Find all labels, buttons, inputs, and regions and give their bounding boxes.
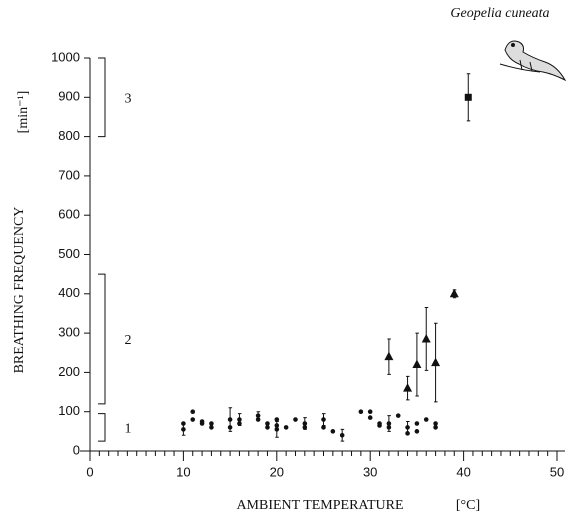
point [421,333,431,343]
point [405,425,410,430]
y-axis-label: BREATHING FREQUENCY [12,207,27,374]
y-tick-label: 0 [73,442,80,457]
point [358,409,364,415]
x-tick-label: 40 [456,464,470,479]
y-axis-unit: [min⁻¹] [16,91,31,134]
y-tick-label: 100 [58,403,80,418]
y-tick-label: 300 [58,325,80,340]
point [209,425,214,430]
x-tick-label: 10 [176,464,190,479]
y-tick-label: 200 [58,364,80,379]
point [423,417,429,422]
chart-title: Geopelia cuneata [450,6,549,21]
point [384,351,394,361]
point [190,409,196,415]
point [395,413,401,418]
range-bracket [98,273,106,405]
point [412,359,422,369]
point [209,421,214,426]
range-bracket [98,57,106,138]
point [464,93,472,101]
point [181,427,186,432]
x-tick-label: 30 [363,464,377,479]
point [433,425,438,430]
point [414,429,420,434]
point [265,421,270,426]
point [255,413,261,418]
point [302,425,308,430]
x-axis-label: AMBIENT TEMPERATURE [236,498,403,513]
range-label: 3 [125,92,132,107]
y-tick-label: 400 [58,285,80,300]
point [283,425,289,430]
point [237,417,242,422]
point [274,417,280,422]
point [414,421,420,426]
x-tick-label: 20 [270,464,284,479]
point [227,417,233,422]
point [367,409,373,415]
range-bracket [98,413,106,442]
range-label: 1 [125,422,132,437]
point [405,431,410,436]
point [321,417,326,422]
point [386,425,392,430]
bird-icon [499,40,567,82]
point [302,421,308,426]
point [367,415,373,420]
y-tick-label: 1000 [51,49,80,64]
point [321,425,326,430]
point [449,288,459,298]
point [330,429,336,434]
point [293,417,298,422]
point [274,427,280,432]
y-tick-label: 700 [58,167,80,182]
y-tick-label: 600 [58,207,80,222]
point [190,417,196,422]
point [339,432,345,438]
point [433,421,438,426]
x-tick-label: 0 [86,464,93,479]
y-tick-label: 900 [58,89,80,104]
point [181,421,186,426]
point [431,357,441,367]
range-label: 2 [125,333,132,348]
x-axis-unit: [°C] [456,498,480,513]
point [265,425,270,430]
point [386,421,392,426]
y-tick-label: 500 [58,246,80,261]
point [377,423,382,428]
point [199,419,205,424]
y-tick-label: 800 [58,128,80,143]
x-tick-label: 50 [550,464,564,479]
point [403,383,413,392]
